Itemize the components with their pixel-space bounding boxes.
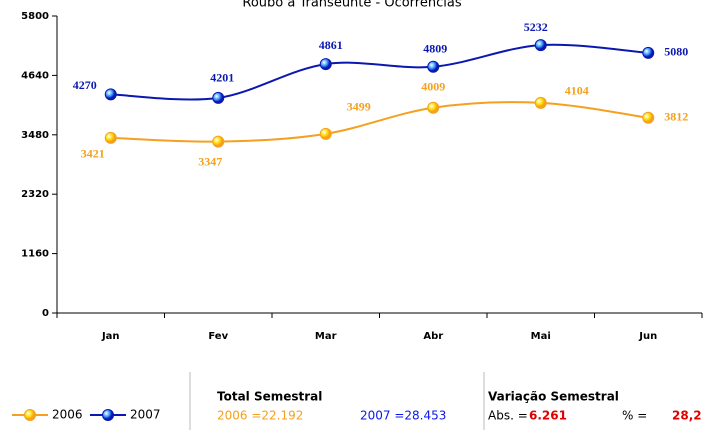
data-label: 4809	[423, 41, 447, 55]
y-tick-label: 1160	[21, 249, 49, 260]
legend-marker	[24, 409, 36, 421]
marker	[427, 60, 440, 73]
x-tick-label: Mar	[315, 331, 337, 342]
x-tick-label: Jan	[101, 331, 120, 342]
marker	[534, 39, 547, 52]
data-label: 4009	[421, 79, 445, 93]
marker	[427, 101, 440, 114]
y-tick-label: 4640	[21, 70, 49, 81]
data-label: 4104	[565, 84, 589, 98]
data-label: 4861	[319, 38, 343, 52]
marker	[212, 91, 225, 104]
marker	[104, 88, 117, 101]
y-tick-label: 2320	[21, 189, 49, 200]
pct-label: % =	[622, 409, 647, 423]
marker	[104, 131, 117, 144]
marker	[642, 111, 655, 124]
legend-label: 2006	[52, 408, 83, 422]
data-label: 3347	[198, 154, 222, 168]
variation-title: Variação Semestral	[488, 390, 619, 404]
y-tick-label: 5800	[21, 11, 49, 22]
line	[110, 43, 649, 101]
data-label: 4201	[210, 71, 234, 85]
marker	[319, 58, 332, 71]
abs-value: 6.261	[529, 409, 567, 423]
data-label: 3812	[664, 110, 688, 124]
data-label: 4270	[73, 78, 97, 92]
x-tick-label: Fev	[208, 331, 228, 342]
total-2006: 2006 =22.192	[217, 409, 303, 423]
x-tick-label: Jun	[638, 331, 657, 342]
data-label: 3499	[347, 100, 371, 114]
x-tick-label: Abr	[423, 331, 443, 342]
y-tick-label: 3480	[21, 130, 49, 141]
y-tick-label: 0	[42, 308, 49, 319]
data-label: 3421	[81, 147, 105, 161]
abs-label: Abs. =	[488, 409, 528, 423]
marker	[534, 96, 547, 109]
legend-marker	[102, 409, 114, 421]
data-label: 5232	[524, 20, 548, 34]
data-label: 5080	[664, 45, 688, 59]
legend-label: 2007	[130, 408, 161, 422]
marker	[319, 127, 332, 140]
total-title: Total Semestral	[217, 390, 322, 404]
line	[110, 101, 649, 143]
x-tick-label: Mai	[531, 331, 551, 342]
marker	[212, 135, 225, 148]
marker	[642, 46, 655, 59]
chart-title: Roubo a Transeunte - Ocorrências	[242, 0, 461, 11]
total-2007: 2007 =28.453	[360, 409, 446, 423]
pct-value: 28,2	[672, 409, 702, 423]
